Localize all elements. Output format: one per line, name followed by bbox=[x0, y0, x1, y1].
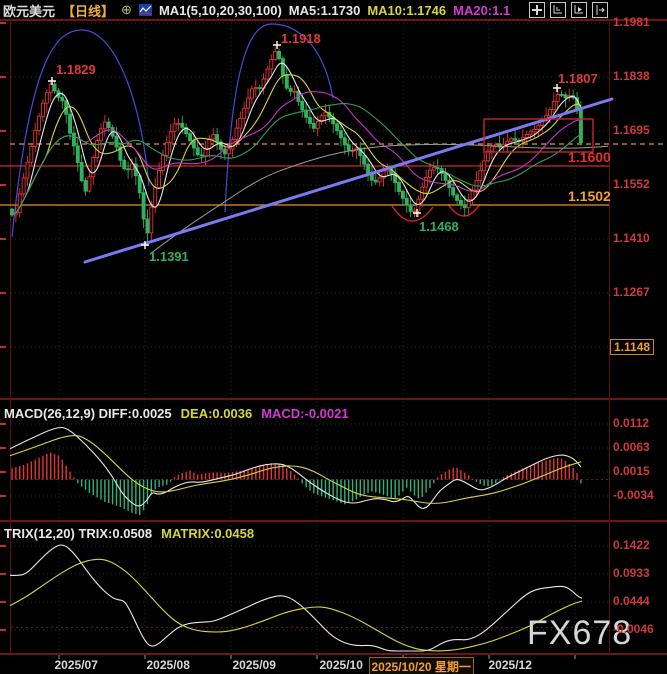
left-axis-tick bbox=[0, 601, 6, 603]
cross-marker bbox=[48, 77, 56, 85]
price-annotation: 1.1829 bbox=[56, 62, 96, 77]
price-annotation: 1.1918 bbox=[281, 31, 321, 46]
left-axis-tick bbox=[0, 447, 6, 449]
indicator-chart-icon[interactable] bbox=[138, 4, 152, 16]
y-axis-label: 0.0063 bbox=[613, 440, 650, 454]
left-axis-tick bbox=[0, 76, 6, 78]
cup-arc-annotation[interactable] bbox=[447, 203, 481, 217]
crosshair-date-label: 2025/10/20 星期一 bbox=[368, 657, 474, 674]
macd-dea-readout: DEA:0.0036 bbox=[180, 406, 253, 421]
x-axis-label: 2025/10 bbox=[319, 658, 363, 672]
y-axis-label: 0.0112 bbox=[613, 416, 650, 430]
dome-arc-annotation[interactable] bbox=[224, 23, 334, 213]
y-axis-label: -0.0046 bbox=[613, 622, 654, 636]
price-annotation: 1.1391 bbox=[149, 249, 189, 264]
chart-header: 欧元美元 【日线】 ⊕ MA1(5,10,20,30,100) MA5:1.17… bbox=[3, 1, 510, 19]
separator-top bbox=[0, 19, 667, 21]
y-axis-label: 1.1410 bbox=[613, 231, 650, 245]
y-axis-label: 1.1552 bbox=[613, 177, 650, 191]
macd-dea-line bbox=[9, 435, 582, 504]
x-axis-label: 2025/12 bbox=[488, 658, 532, 672]
trix-line bbox=[9, 544, 583, 652]
left-axis-tick bbox=[0, 184, 6, 186]
left-axis-tick bbox=[0, 471, 6, 473]
level-label: 1.1600 bbox=[568, 149, 611, 165]
left-axis-tick bbox=[0, 573, 6, 575]
dome-arc-annotation[interactable] bbox=[11, 29, 150, 238]
trix-params-label: TRIX(12,20) TRIX:0.0508 bbox=[4, 526, 153, 541]
y-axis-tool-icon[interactable] bbox=[550, 2, 566, 18]
left-axis-tick bbox=[0, 238, 6, 240]
chart-toolbar bbox=[529, 2, 608, 18]
separator-macd bbox=[0, 398, 667, 400]
macd-params-label: MACD(26,12,9) DIFF:0.0025 bbox=[4, 406, 172, 421]
left-axis-tick bbox=[0, 346, 6, 348]
y-axis-label: 1.1838 bbox=[613, 69, 650, 83]
ma10-readout: MA10:1.1746 bbox=[367, 2, 447, 18]
cross-marker bbox=[273, 41, 281, 49]
trix-header: TRIX(12,20) TRIX:0.0508 MATRIX:0.0458 bbox=[4, 526, 254, 541]
x-axis-label: 2025/07 bbox=[54, 658, 98, 672]
left-axis-tick bbox=[0, 545, 6, 547]
left-axis-tick bbox=[0, 423, 6, 425]
trendline-annotation[interactable] bbox=[83, 97, 614, 264]
left-axis-tick bbox=[0, 130, 6, 132]
ma5-readout: MA5:1.1730 bbox=[288, 2, 361, 18]
ma5-line bbox=[11, 62, 582, 216]
y-axis-label: 0.0015 bbox=[613, 464, 650, 478]
y-axis-label: 0.0444 bbox=[613, 594, 650, 608]
separator-bottom bbox=[0, 653, 667, 655]
y-axis-label: 1.1695 bbox=[613, 123, 650, 137]
ma20-readout: MA20:1.1 bbox=[453, 2, 511, 18]
macd-histogram bbox=[11, 452, 582, 516]
cup-arc-annotation[interactable] bbox=[391, 205, 434, 222]
ma30-line bbox=[11, 103, 582, 216]
macd-diff-line bbox=[9, 426, 582, 509]
cross-marker bbox=[413, 209, 421, 217]
ma-settings-label: MA1(5,10,20,30,100) bbox=[158, 2, 282, 18]
playback-tool-icon[interactable] bbox=[571, 2, 587, 18]
level-label: 1.1502 bbox=[568, 188, 611, 204]
trix-matrix-readout: MATRIX:0.0458 bbox=[161, 526, 255, 541]
period-label[interactable]: 【日线】 bbox=[62, 3, 115, 19]
x-axis-label: 2025/08 bbox=[146, 658, 190, 672]
watermark: FX678 bbox=[527, 614, 633, 652]
left-axis-tick bbox=[0, 22, 6, 24]
ma100-line bbox=[149, 143, 609, 255]
left-axis-tick bbox=[0, 495, 6, 497]
y-axis-label: -0.0034 bbox=[613, 488, 654, 502]
price-annotation: 1.1807 bbox=[558, 71, 598, 86]
box-annotation[interactable] bbox=[483, 118, 594, 153]
ma10-line bbox=[11, 74, 582, 216]
matrix-line bbox=[9, 558, 583, 652]
ma20-line bbox=[11, 91, 581, 216]
macd-value-readout: MACD:-0.0021 bbox=[261, 406, 349, 421]
collapse-panel-tool-icon[interactable] bbox=[592, 2, 608, 18]
cross-marker bbox=[553, 84, 561, 92]
left-axis-tick bbox=[0, 292, 6, 294]
left-axis-tick bbox=[0, 629, 6, 631]
macd-header: MACD(26,12,9) DIFF:0.0025 DEA:0.0036 MAC… bbox=[4, 406, 349, 421]
symbol-name: 欧元美元 bbox=[3, 3, 56, 19]
right-axis-line bbox=[609, 20, 610, 654]
cross-marker bbox=[141, 241, 149, 249]
y-axis-label: 1.1267 bbox=[613, 285, 650, 299]
y-axis-label: 1.1981 bbox=[613, 15, 650, 29]
crosshair-price-label: 1.1148 bbox=[610, 339, 655, 355]
y-axis-label: 0.0933 bbox=[613, 566, 650, 580]
x-axis-label: 2025/09 bbox=[232, 658, 276, 672]
separator-trix bbox=[0, 520, 667, 522]
expand-icon[interactable]: ⊕ bbox=[121, 2, 132, 17]
move-tool-icon[interactable] bbox=[529, 2, 545, 18]
price-annotation: 1.1468 bbox=[419, 219, 459, 234]
y-axis-label: 0.1422 bbox=[613, 538, 650, 552]
left-axis-line bbox=[10, 20, 11, 654]
